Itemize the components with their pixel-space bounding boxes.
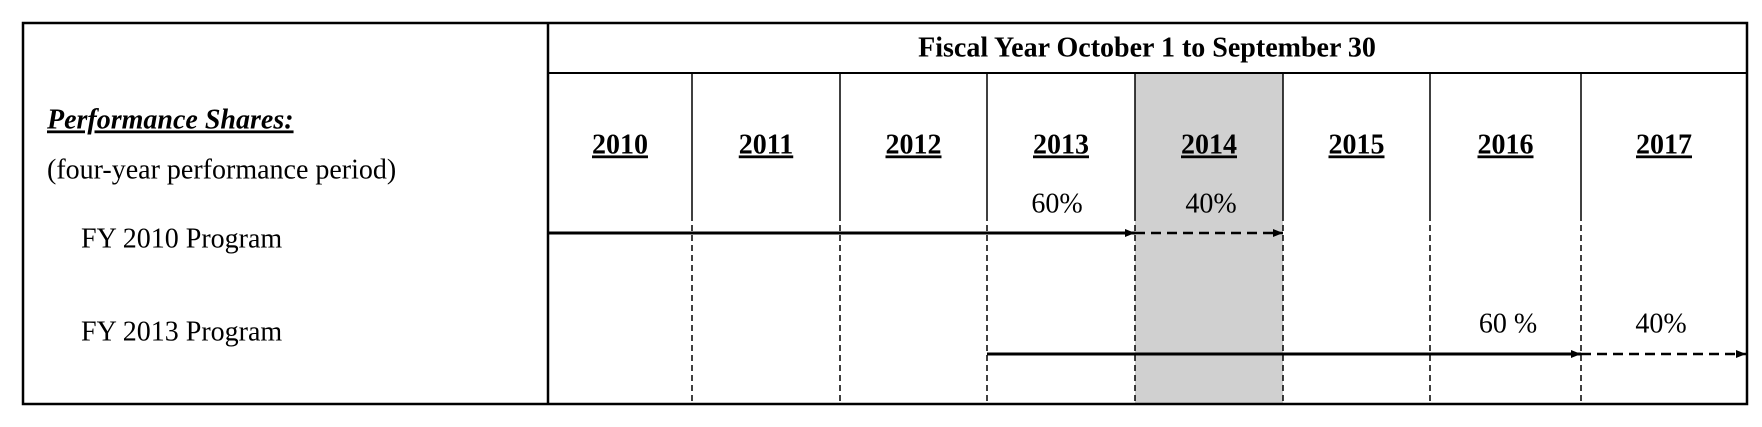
second-vest-label: 40% [1635,308,1686,339]
highlight-column [1135,73,1283,404]
program-label: FY 2010 Program [81,223,282,254]
second-vest-label: 40% [1185,188,1236,219]
year-label: 2014 [1181,129,1237,160]
year-label: 2013 [1033,129,1089,160]
left-subheading: (four-year performance period) [47,154,396,185]
year-label: 2015 [1329,129,1385,160]
first-vest-label: 60 % [1479,308,1537,339]
first-vest-label: 60% [1031,188,1082,219]
year-label: 2011 [739,129,793,160]
header-title: Fiscal Year October 1 to September 30 [918,32,1376,63]
year-label: 2016 [1478,129,1534,160]
year-label: 2012 [886,129,942,160]
outer-border [21,21,1749,406]
left-heading: Performance Shares: [46,104,294,135]
year-label: 2010 [592,129,648,160]
program-label: FY 2013 Program [81,316,282,347]
year-label: 2017 [1636,129,1692,160]
